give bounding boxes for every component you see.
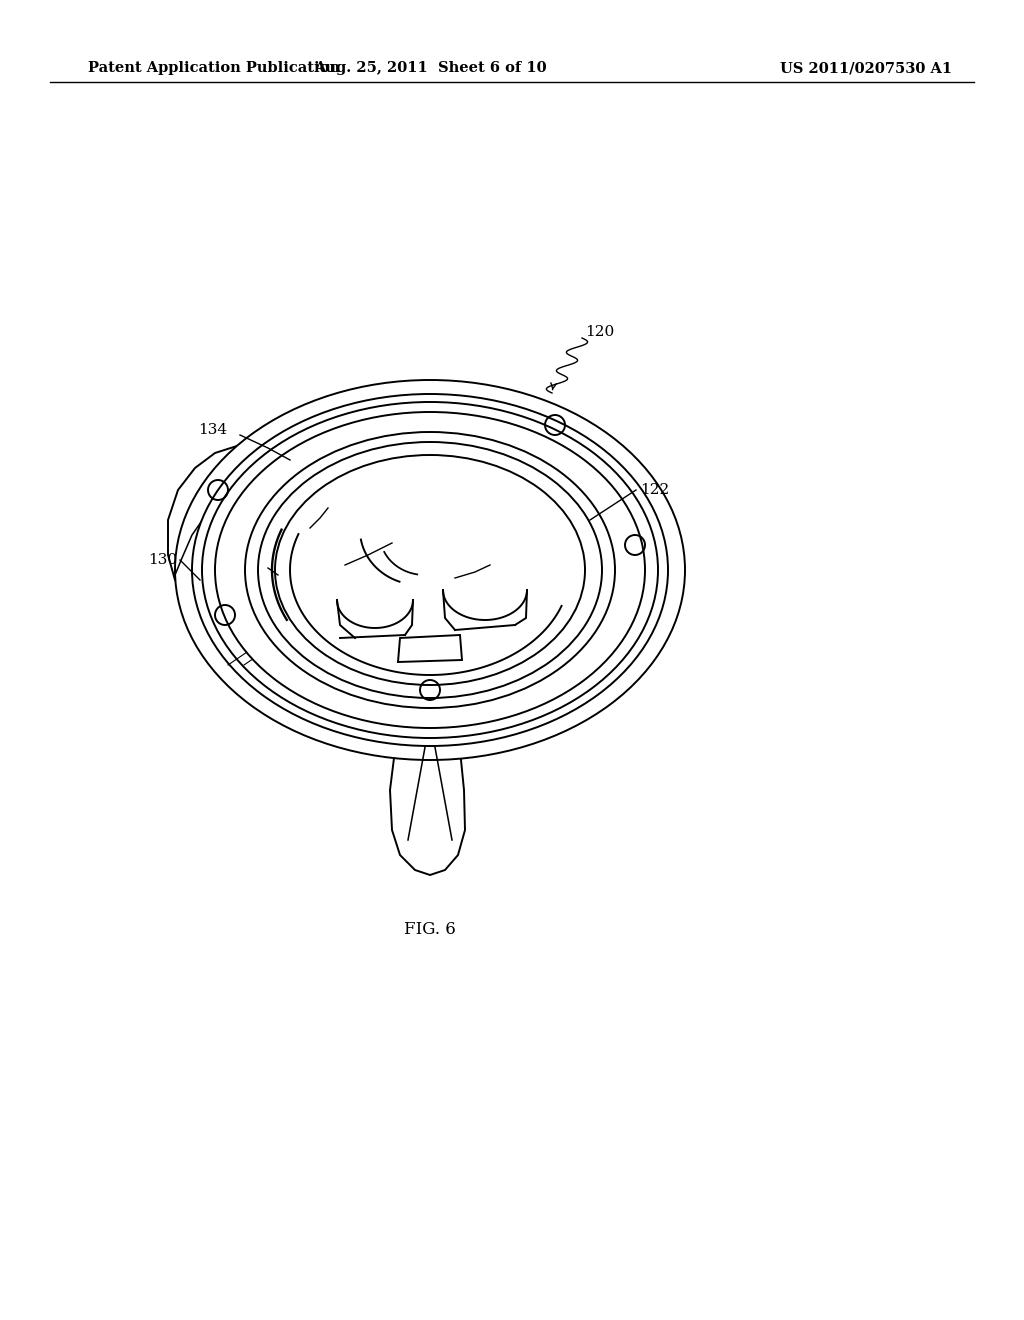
Polygon shape — [390, 719, 465, 875]
Text: 128: 128 — [492, 550, 521, 565]
Polygon shape — [398, 635, 462, 663]
Text: FIG. 6: FIG. 6 — [404, 921, 456, 939]
Ellipse shape — [215, 412, 645, 729]
Ellipse shape — [245, 432, 615, 708]
Text: 120: 120 — [585, 325, 614, 339]
Ellipse shape — [275, 455, 585, 685]
Text: 124: 124 — [395, 528, 424, 543]
Ellipse shape — [193, 393, 668, 746]
Text: 126: 126 — [330, 492, 359, 507]
Polygon shape — [168, 445, 650, 672]
Text: Aug. 25, 2011  Sheet 6 of 10: Aug. 25, 2011 Sheet 6 of 10 — [313, 61, 547, 75]
Text: US 2011/0207530 A1: US 2011/0207530 A1 — [780, 61, 952, 75]
Ellipse shape — [258, 442, 602, 698]
Ellipse shape — [202, 403, 658, 738]
Text: 134: 134 — [198, 422, 227, 437]
Text: Patent Application Publication: Patent Application Publication — [88, 61, 340, 75]
Text: 122: 122 — [640, 483, 670, 498]
Ellipse shape — [175, 380, 685, 760]
Text: 130: 130 — [148, 553, 177, 568]
Text: 132: 132 — [240, 558, 269, 572]
